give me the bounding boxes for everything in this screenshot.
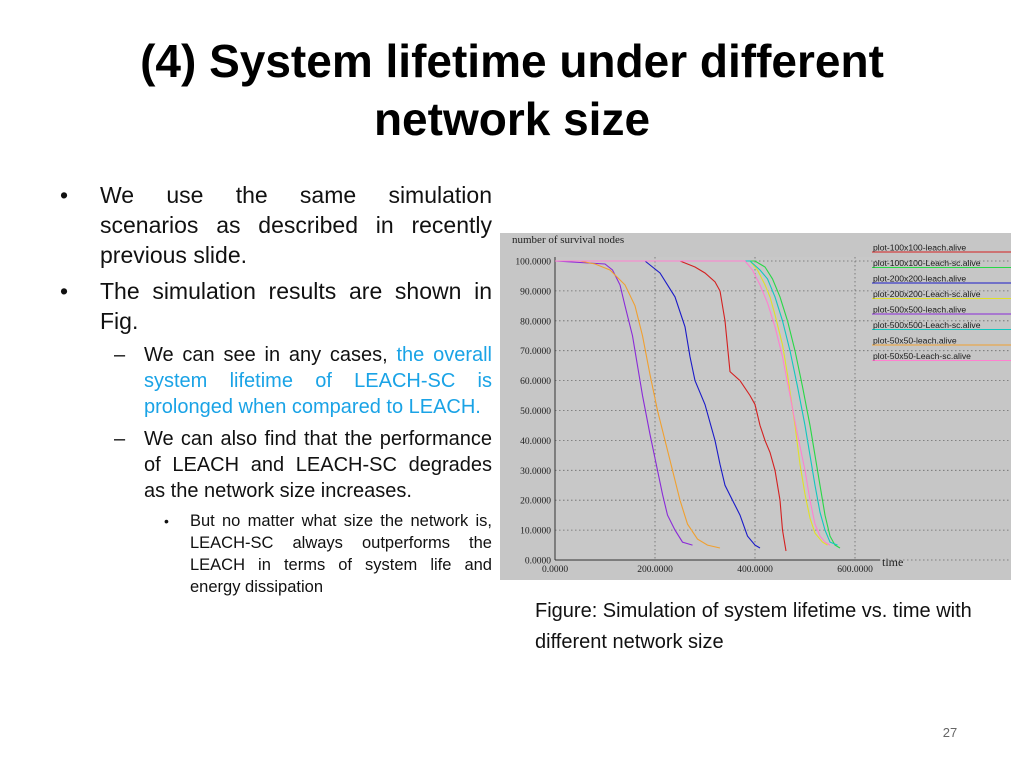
x-tick-label: 400.0000	[737, 565, 773, 575]
legend-item-label: plot-200x200-leach.alive	[873, 274, 966, 284]
legend-item-label: plot-200x200-Leach-sc.alive	[873, 289, 981, 299]
y-tick-label: 40.0000	[520, 437, 551, 447]
series-line	[555, 260, 841, 549]
dash-icon: –	[114, 428, 126, 450]
bullet-dot-icon: •	[60, 182, 69, 208]
sub-sub-bullet-text: But no matter what size the network is, …	[190, 512, 492, 596]
plot-area	[555, 257, 880, 560]
series-line	[555, 260, 831, 546]
x-tick-label: 200.0000	[637, 565, 673, 575]
series-line	[555, 260, 828, 546]
x-tick-label: 600.0000	[837, 565, 873, 575]
grid	[554, 257, 1010, 561]
y-tick-label: 0.0000	[525, 557, 551, 567]
sub-bullet-item: – We can see in any cases, the overall s…	[104, 342, 492, 420]
sub-bullet-text: We can also find that the performance of…	[144, 428, 492, 502]
bullet-dot-icon: •	[60, 278, 69, 304]
y-tick-label: 10.0000	[520, 527, 551, 537]
bullet-list: • We use the same simulation scenarios a…	[60, 180, 492, 598]
y-tick-label: 50.0000	[520, 407, 551, 417]
dash-icon: –	[114, 344, 126, 366]
y-tick-label: 90.0000	[520, 287, 551, 297]
bullet-item: • The simulation results are shown in Fi…	[60, 276, 492, 336]
page-number: 27	[942, 725, 958, 740]
legend-item-label: plot-100x100-Leach-sc.alive	[873, 258, 981, 268]
survival-nodes-chart: 0.0000 10.0000 20.0000 30.0000 40.0000 50.000…	[512, 234, 1011, 575]
axes: 0.0000 10.0000 20.0000 30.0000 40.0000 50.000…	[515, 257, 880, 575]
sub-sub-bullet-item: • But no matter what size the network is…	[150, 510, 492, 598]
bullet-item: • We use the same simulation scenarios a…	[60, 180, 492, 270]
y-tick-label: 80.0000	[520, 317, 551, 327]
simulation-figure: 0.0000 10.0000 20.0000 30.0000 40.0000 50.000…	[500, 233, 1011, 580]
series-lines	[554, 260, 841, 552]
legend: plot-100x100-leach.alive plot-100x100-Lea…	[872, 243, 1011, 361]
y-tick-label: 60.0000	[520, 377, 551, 387]
series-line	[555, 260, 838, 546]
figure-caption: Figure: Simulation of system lifetime vs…	[535, 600, 972, 653]
y-axis-label: number of survival nodes	[512, 234, 624, 246]
y-tick-label: 70.0000	[520, 347, 551, 357]
x-axis-label: time	[882, 555, 903, 569]
y-tick-label: 20.0000	[520, 497, 551, 507]
bullet-dot-icon: •	[164, 513, 169, 529]
y-tick-label: 30.0000	[520, 467, 551, 477]
legend-item-label: plot-100x100-leach.alive	[873, 243, 966, 253]
legend-item-label: plot-500x500-leach.alive	[873, 305, 966, 315]
legend-item-label: plot-500x500-Leach-sc.alive	[873, 320, 981, 330]
series-line	[555, 260, 787, 552]
highlighted-text: the overall system lifetime of LEACH-SC …	[144, 344, 492, 418]
bullet-text: We use the same simulation scenarios as …	[100, 182, 492, 268]
sub-bullet-item: – We can also find that the performance …	[104, 426, 492, 504]
x-tick-label: 0.0000	[542, 565, 568, 575]
legend-item-label: plot-50x50-Leach-sc.alive	[873, 351, 971, 361]
series-line	[555, 260, 761, 549]
slide-title: (4) System lifetime under different netw…	[140, 35, 884, 145]
sub-bullet-text: We can see in any cases,	[144, 344, 397, 366]
bullet-text: The simulation results are shown in Fig.	[100, 278, 492, 334]
y-tick-label: 100.0000	[515, 258, 551, 268]
legend-item-label: plot-50x50-leach.alive	[873, 336, 957, 346]
series-line	[555, 260, 721, 549]
